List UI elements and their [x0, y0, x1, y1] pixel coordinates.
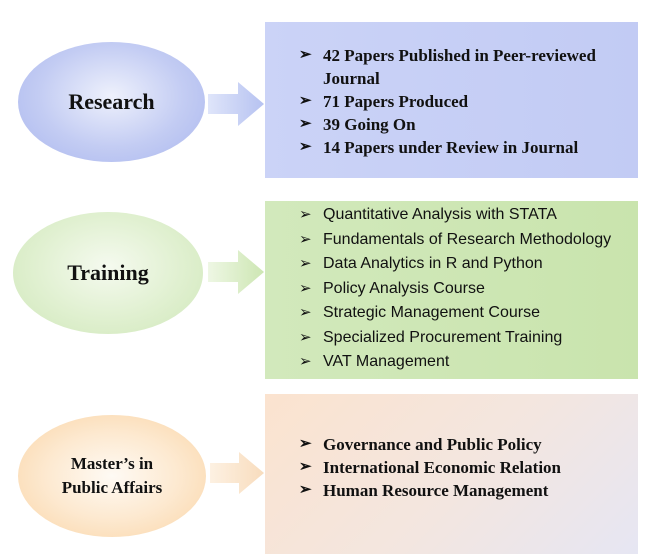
list-item: ➢ Data Analytics in R and Python [299, 252, 638, 277]
arrow-bullet-icon: ➢ [299, 436, 312, 452]
list-item: ➢ Quantitative Analysis with STATA [299, 203, 638, 228]
arrow-bullet-icon: ➢ [299, 353, 312, 370]
list-item: ➢ Policy Analysis Course [299, 277, 638, 302]
list-item: ➢ International Economic Relation [299, 458, 561, 477]
research-oval: Research [18, 42, 205, 162]
list-item: ➢ 42 Papers Published in Peer-reviewed Jo… [299, 46, 596, 88]
arrow-bullet-icon: ➢ [299, 482, 312, 498]
list-item: ➢ Governance and Public Policy [299, 435, 542, 454]
research-title: Research [68, 89, 155, 114]
research-arrow-icon [208, 82, 264, 126]
arrow-bullet-icon: ➢ [299, 206, 312, 223]
list-item: ➢ 14 Papers under Review in Journal [299, 138, 579, 157]
masters-oval: Master’s in Public Affairs [18, 415, 206, 537]
training-box: ➢ Quantitative Analysis with STATA ➢ Funda… [265, 201, 638, 379]
arrow-bullet-icon: ➢ [299, 230, 312, 248]
arrow-bullet-icon: ➢ [299, 139, 312, 155]
masters-list: ➢ Governance and Public Policy ➢ Internati… [299, 433, 638, 502]
arrow-bullet-icon: ➢ [299, 459, 312, 475]
training-arrow-icon [208, 250, 264, 294]
arrow-bullet-icon: ➢ [299, 116, 312, 132]
training-title: Training [67, 260, 149, 285]
masters-title-line2: Public Affairs [61, 478, 163, 497]
list-item: ➢ 39 Going On [299, 115, 416, 134]
training-list: ➢ Quantitative Analysis with STATA ➢ Funda… [299, 203, 638, 375]
research-list: ➢ 42 Papers Published in Peer-reviewed Jo… [299, 44, 638, 159]
list-item: ➢ Strategic Management Course [299, 301, 638, 326]
list-item: ➢ 71 Papers Produced [299, 92, 469, 111]
training-oval: Training [13, 212, 203, 334]
arrow-bullet-icon: ➢ [299, 328, 312, 346]
masters-box: ➢ Governance and Public Policy ➢ Internati… [265, 394, 638, 554]
list-item: ➢ Specialized Procurement Training [299, 326, 638, 351]
list-item: ➢ Human Resource Management [299, 481, 549, 500]
arrow-bullet-icon: ➢ [299, 93, 312, 109]
masters-arrow-icon [210, 452, 264, 494]
arrow-bullet-icon: ➢ [299, 279, 312, 297]
arrow-bullet-icon: ➢ [299, 304, 312, 321]
list-item: ➢ Fundamentals of Research Methodology [299, 228, 638, 253]
list-item: ➢ VAT Management [299, 350, 638, 375]
masters-title-line1: Master’s in [70, 454, 154, 473]
research-box: ➢ 42 Papers Published in Peer-reviewed Jo… [265, 22, 638, 178]
arrow-bullet-icon: ➢ [299, 47, 312, 63]
arrow-bullet-icon: ➢ [299, 255, 312, 272]
